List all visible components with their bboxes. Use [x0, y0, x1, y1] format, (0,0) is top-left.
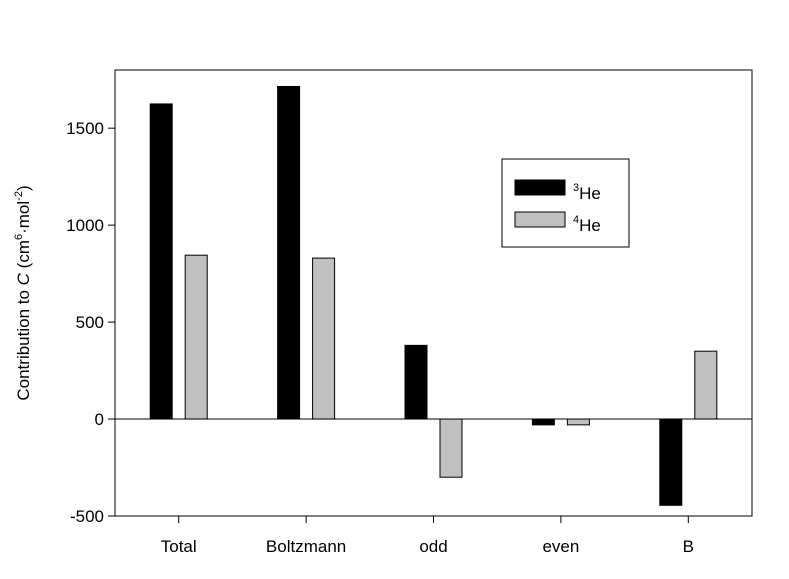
y-tick-label-0: 0: [95, 410, 104, 429]
y-tick-label-500: 500: [76, 313, 104, 332]
bars-group: [149, 85, 718, 506]
legend-label-4he: 4He: [573, 214, 601, 235]
x-tick-label-odd: odd: [419, 537, 447, 556]
y-axis-title: Contribution to C (cm6·mol-2): [13, 185, 33, 400]
legend-swatch-3he: [514, 179, 566, 196]
legend-label-3he-main: He: [579, 184, 601, 203]
bar-total-3he: [149, 103, 173, 420]
legend-label-3he: 3He: [573, 182, 601, 203]
bar-even-4he: [566, 418, 590, 426]
bar-odd-4he: [439, 418, 463, 478]
y-tick-label-1000: 1000: [66, 216, 104, 235]
legend-label-4he-main: He: [579, 216, 601, 235]
y-axis-title-exp1: 6: [13, 234, 25, 240]
bar-total-4he: [184, 254, 208, 420]
legend: 3He 4He: [501, 158, 630, 248]
bar-odd-3he: [404, 344, 428, 420]
y-axis-title-unit-mid: ·mol: [14, 201, 33, 234]
y-tick-label-1500: 1500: [66, 119, 104, 138]
y-axis: -500 0 500 1000 1500: [66, 119, 115, 526]
y-axis-title-exp2: -2: [13, 191, 25, 201]
bar-boltzmann-3he: [277, 85, 301, 420]
legend-box: [501, 158, 630, 248]
y-axis-title-unit-close: ): [14, 185, 33, 191]
legend-label-4he-sup: 4: [573, 214, 579, 226]
legend-swatch-4he: [514, 211, 566, 228]
bar-b-3he: [659, 418, 683, 506]
bar-boltzmann-4he: [312, 257, 336, 420]
x-tick-label-even: even: [542, 537, 579, 556]
x-tick-label-total: Total: [161, 537, 197, 556]
x-axis: Total Boltzmann odd even B: [161, 516, 694, 556]
bar-even-3he: [531, 418, 555, 426]
y-axis-title-variable: C: [14, 272, 33, 285]
y-axis-title-prefix: Contribution to: [14, 285, 33, 400]
x-tick-label-b: B: [683, 537, 694, 556]
y-tick-label--500: -500: [70, 507, 104, 526]
plot-frame: [114, 69, 753, 517]
x-tick-label-boltzmann: Boltzmann: [266, 537, 346, 556]
legend-label-3he-sup: 3: [573, 182, 579, 194]
bar-b-4he: [694, 350, 718, 420]
y-axis-title-unit-open: (cm: [14, 240, 33, 273]
